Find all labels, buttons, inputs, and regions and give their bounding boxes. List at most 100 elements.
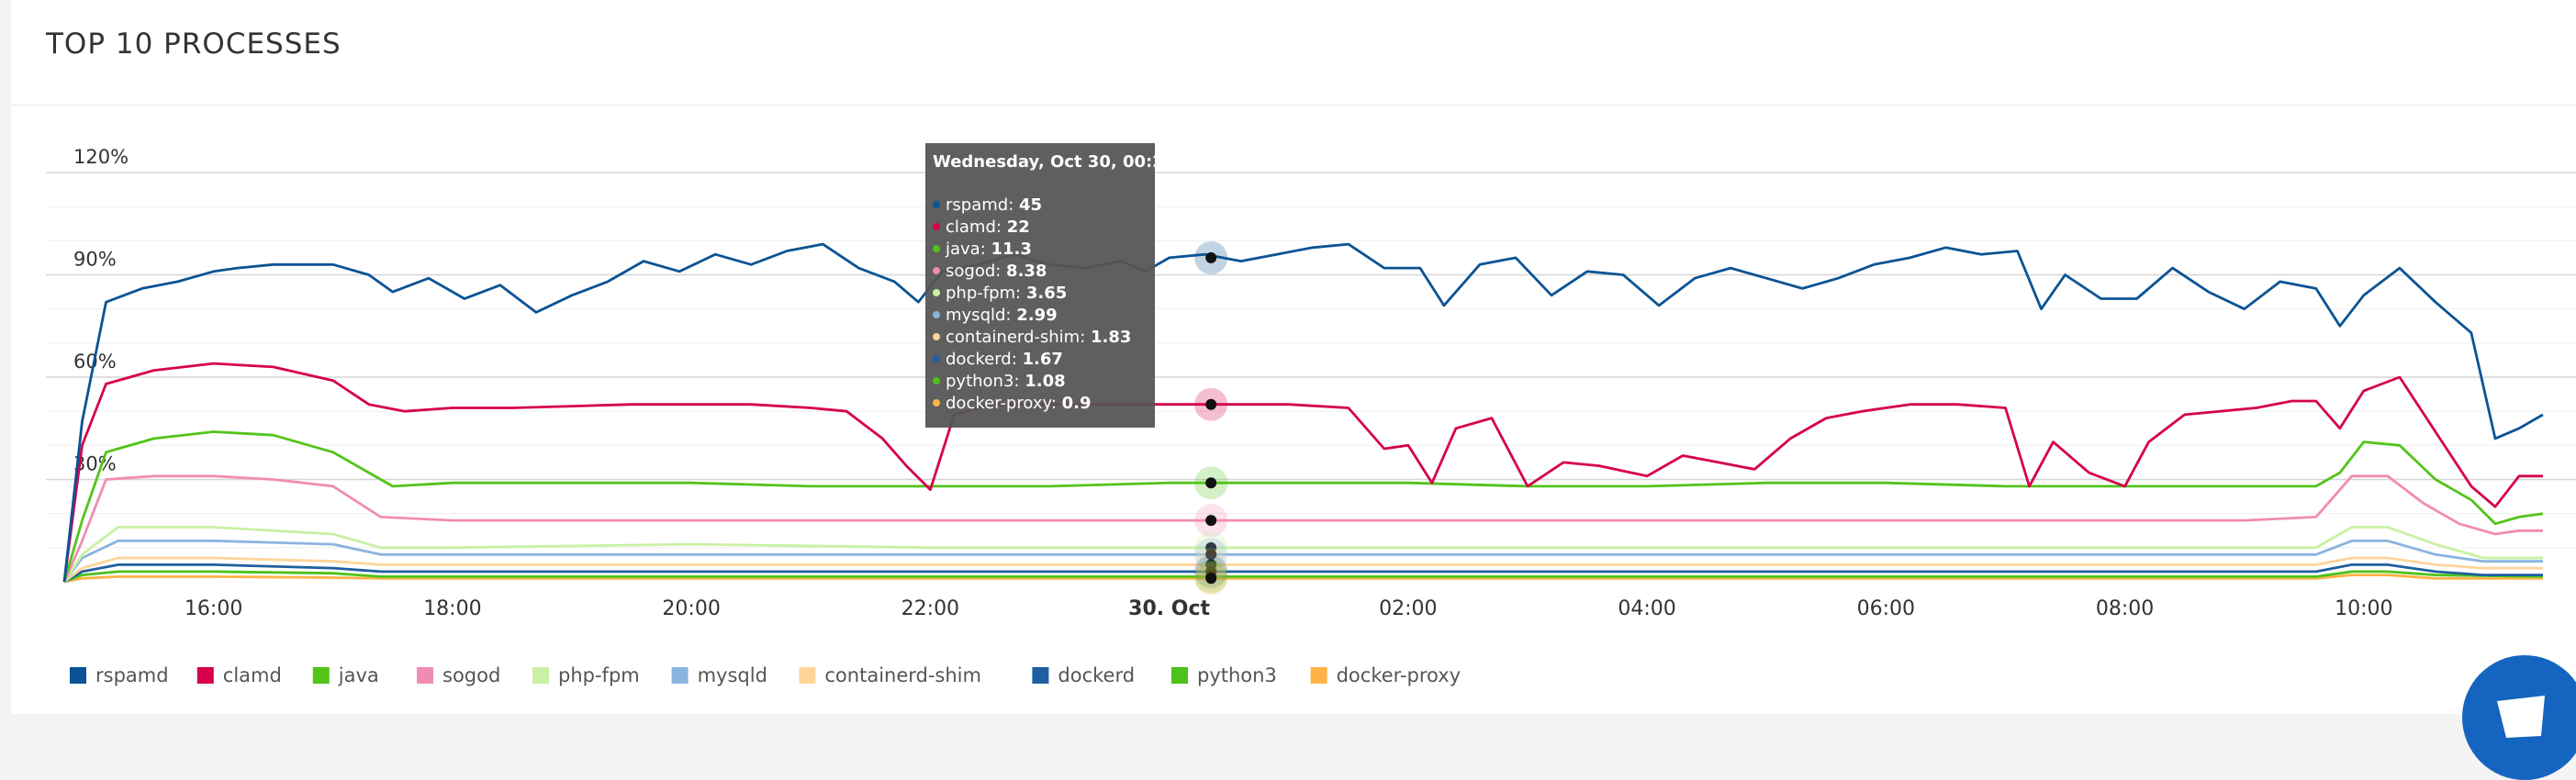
series-line-php-fpm[interactable] xyxy=(62,526,2543,583)
hover-marker-clamd[interactable] xyxy=(1205,398,1217,410)
tooltip-entry: python3: 1.08 xyxy=(946,372,1066,391)
y-tick-label: 90% xyxy=(73,249,117,271)
tooltip-entry-name: python3: xyxy=(946,372,1025,391)
legend-swatch xyxy=(1310,667,1327,684)
legend-swatch xyxy=(312,667,330,684)
series-line-docker-proxy[interactable] xyxy=(63,574,2543,584)
tooltip-bullet xyxy=(933,201,940,208)
tooltip-entry-name: php-fpm: xyxy=(946,284,1026,303)
tooltip-bullet xyxy=(933,377,940,384)
hover-marker-rspamd[interactable] xyxy=(1205,251,1217,263)
legend-swatch xyxy=(799,667,816,684)
legend-label: clamd xyxy=(223,664,282,686)
tooltip-title: Wednesday, Oct 30, 00:20 xyxy=(933,152,1175,172)
tooltip-bullet xyxy=(933,267,940,274)
tooltip-entry-value: 1.08 xyxy=(1025,372,1065,391)
tooltip-bullet xyxy=(933,355,940,362)
series-line-mysqld[interactable] xyxy=(62,540,2543,583)
tooltip-entry-name: clamd: xyxy=(946,217,1007,237)
legend-item-java[interactable]: java xyxy=(312,664,379,686)
tooltip-entry-name: docker-proxy: xyxy=(946,394,1062,413)
tooltip-entry-name: containerd-shim: xyxy=(946,328,1091,347)
legend-item-rspamd[interactable]: rspamd xyxy=(70,664,169,686)
gridlines xyxy=(46,172,2576,549)
x-tick-label: 06:00 xyxy=(1857,597,1915,620)
tooltip-entry-name: mysqld: xyxy=(946,306,1016,325)
series-line-clamd[interactable] xyxy=(62,362,2543,583)
tooltip-bullet xyxy=(933,399,940,407)
hover-marker-mysqld[interactable] xyxy=(1205,549,1217,561)
chat-icon xyxy=(2497,696,2545,738)
legend-label: dockerd xyxy=(1058,664,1135,686)
hover-marker-docker-proxy[interactable] xyxy=(1205,573,1217,585)
legend-label: docker-proxy xyxy=(1337,664,1462,686)
tooltip-entry-value: 45 xyxy=(1019,195,1042,215)
tooltip-entry-name: dockerd: xyxy=(946,350,1023,369)
series-line-rspamd[interactable] xyxy=(62,242,2544,583)
tooltip-entry: containerd-shim: 1.83 xyxy=(946,328,1131,347)
tooltip-entry-value: 22 xyxy=(1007,217,1030,237)
x-tick-label: 30. Oct xyxy=(1128,597,1210,620)
legend-swatch xyxy=(671,667,689,684)
hover-marker-java[interactable] xyxy=(1205,477,1217,489)
tooltip-entry-value: 0.9 xyxy=(1062,394,1092,413)
legend-item-php-fpm[interactable]: php-fpm xyxy=(532,664,640,686)
x-tick-label: 02:00 xyxy=(1379,597,1437,620)
tooltip-bullet xyxy=(933,245,940,252)
series-line-dockerd[interactable] xyxy=(63,563,2543,584)
legend-label: php-fpm xyxy=(558,664,640,686)
legend-item-dockerd[interactable]: dockerd xyxy=(1032,664,1135,686)
y-tick-label: 120% xyxy=(73,146,129,168)
tooltip-entry-value: 11.3 xyxy=(991,240,1032,259)
legend-swatch xyxy=(70,667,86,684)
x-tick-label: 04:00 xyxy=(1618,597,1675,620)
panel-header: TOP 10 PROCESSES xyxy=(11,0,2576,106)
series-line-java[interactable] xyxy=(62,430,2544,583)
x-tick-label: 18:00 xyxy=(423,597,481,620)
legend-item-clamd[interactable]: clamd xyxy=(196,664,282,686)
legend-swatch xyxy=(196,667,214,684)
series-line-python3[interactable] xyxy=(63,570,2544,584)
tooltip-entry: sogod: 8.38 xyxy=(946,262,1047,281)
tooltip-bullet xyxy=(933,333,940,340)
tooltip-bullet xyxy=(933,289,940,296)
legend-swatch xyxy=(532,667,549,684)
legend-label: sogod xyxy=(442,664,500,686)
tooltip-entry: php-fpm: 3.65 xyxy=(946,284,1067,303)
legend-item-sogod[interactable]: sogod xyxy=(417,664,500,686)
legend: rspamd clamd java sogod php-fpm mysqld contain… xyxy=(70,664,1461,686)
tooltip-entry-name: rspamd: xyxy=(946,195,1019,215)
series-line-containerd-shim[interactable] xyxy=(63,556,2543,584)
legend-item-docker-proxy[interactable]: docker-proxy xyxy=(1310,664,1462,686)
x-tick-label: 10:00 xyxy=(2335,597,2392,620)
tooltip-bullet xyxy=(933,311,940,318)
series-line-sogod[interactable] xyxy=(62,474,2543,583)
x-tick-label: 20:00 xyxy=(662,597,720,620)
legend-label: containerd-shim xyxy=(824,664,981,686)
legend-swatch xyxy=(417,667,433,684)
tooltip-entry-value: 1.83 xyxy=(1091,328,1131,347)
processes-panel: TOP 10 PROCESSES xyxy=(11,0,2576,714)
legend-item-mysqld[interactable]: mysqld xyxy=(671,664,767,686)
hover-marker-sogod[interactable] xyxy=(1205,515,1217,527)
panel-title: TOP 10 PROCESSES xyxy=(46,28,342,61)
tooltip-bullet xyxy=(933,223,940,230)
x-tick-label: 16:00 xyxy=(185,597,242,620)
tooltip-entry-value: 2.99 xyxy=(1016,306,1057,325)
process-chart: 30%60%90%120%16:00 18:00 20:00 22:00 30. Oct… xyxy=(46,143,2576,686)
legend-label: python3 xyxy=(1197,664,1277,686)
x-tick-label: 22:00 xyxy=(902,597,959,620)
legend-label: java xyxy=(338,664,379,686)
tooltip-entry-value: 8.38 xyxy=(1006,262,1047,281)
tooltip-entry: dockerd: 1.67 xyxy=(946,350,1063,369)
tooltip-entry-value: 3.65 xyxy=(1026,284,1067,303)
legend-label: mysqld xyxy=(698,664,767,686)
floating-action-button[interactable] xyxy=(2462,655,2576,780)
legend-swatch xyxy=(1032,667,1049,684)
tooltip-background xyxy=(925,143,1155,428)
tooltip-entry: rspamd: 45 xyxy=(946,195,1042,215)
legend-swatch xyxy=(1171,667,1188,684)
legend-item-containerd-shim[interactable]: containerd-shim xyxy=(799,664,981,686)
legend-item-python3[interactable]: python3 xyxy=(1171,664,1277,686)
